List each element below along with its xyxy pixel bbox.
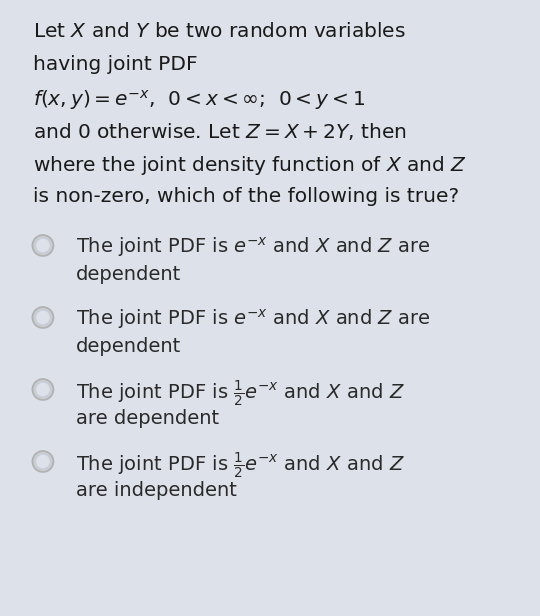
Circle shape <box>32 235 53 256</box>
Text: $f(x, y) = e^{-x}$,  $0 < x < \infty$;  $0 < y < 1$: $f(x, y) = e^{-x}$, $0 < x < \infty$; $0… <box>33 88 366 112</box>
Text: are independent: are independent <box>76 481 237 500</box>
Circle shape <box>32 379 53 400</box>
Text: and 0 otherwise. Let $Z = X + 2Y$, then: and 0 otherwise. Let $Z = X + 2Y$, then <box>33 121 407 142</box>
Text: are dependent: are dependent <box>76 409 219 428</box>
Text: The joint PDF is $\frac{1}{2}e^{-x}$ and $X$ and $Z$: The joint PDF is $\frac{1}{2}e^{-x}$ and… <box>76 451 404 481</box>
Circle shape <box>36 238 50 253</box>
Text: Let $X$ and $Y$ be two random variables: Let $X$ and $Y$ be two random variables <box>33 22 406 41</box>
Text: dependent: dependent <box>76 337 181 356</box>
Circle shape <box>36 383 50 396</box>
Circle shape <box>36 310 50 325</box>
Text: The joint PDF is $\frac{1}{2}e^{-x}$ and $X$ and $Z$: The joint PDF is $\frac{1}{2}e^{-x}$ and… <box>76 379 404 409</box>
Circle shape <box>32 451 53 472</box>
Text: where the joint density function of $X$ and $Z$: where the joint density function of $X$ … <box>33 154 467 177</box>
Text: dependent: dependent <box>76 265 181 284</box>
Text: The joint PDF is $e^{-x}$ and $X$ and $Z$ are: The joint PDF is $e^{-x}$ and $X$ and $Z… <box>76 307 430 331</box>
Text: is non-zero, which of the following is true?: is non-zero, which of the following is t… <box>33 187 459 206</box>
Circle shape <box>32 307 53 328</box>
Text: The joint PDF is $e^{-x}$ and $X$ and $Z$ are: The joint PDF is $e^{-x}$ and $X$ and $Z… <box>76 235 430 259</box>
Text: having joint PDF: having joint PDF <box>33 55 198 74</box>
Circle shape <box>36 455 50 468</box>
